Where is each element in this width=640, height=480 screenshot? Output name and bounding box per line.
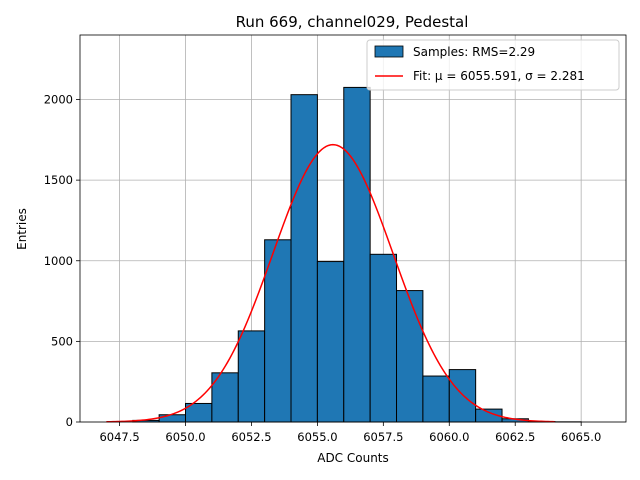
histogram-bar (264, 239, 292, 423)
legend: Samples: RMS=2.29 Fit: μ = 6055.591, σ =… (366, 39, 620, 91)
y-axis-label: Entries (15, 208, 29, 250)
x-axis-label: ADC Counts (317, 451, 389, 465)
y-tick-label: 500 (51, 334, 73, 348)
x-axis-ticks: 6047.5 6050.0 6052.5 6055.0 6057.5 6060.0 6062… (99, 422, 601, 444)
histogram-bar (422, 375, 450, 423)
histogram-bar (158, 414, 187, 423)
x-tick-label: 6057.5 (363, 430, 403, 444)
histogram-bar (448, 369, 477, 423)
legend-samples-label: Samples: RMS=2.29 (413, 45, 535, 59)
x-tick-label: 6065.0 (561, 430, 601, 444)
legend-box (366, 39, 620, 91)
y-tick-label: 1500 (44, 173, 73, 187)
x-tick-label: 6055.0 (297, 430, 337, 444)
x-tick-label: 6060.0 (429, 430, 469, 444)
plot-frame (79, 34, 627, 423)
gaussian-fit-curve (106, 143, 555, 423)
histogram-bars (132, 86, 582, 423)
histogram-bar (396, 290, 424, 423)
x-tick-label: 6052.5 (231, 430, 271, 444)
y-axis-ticks: 0 500 1000 1500 2000 (44, 93, 80, 429)
y-tick-label: 2000 (44, 93, 73, 107)
y-tick-label: 1000 (44, 254, 73, 268)
x-tick-label: 6050.0 (165, 430, 205, 444)
histogram-bar (237, 330, 266, 423)
histogram-bar (211, 372, 239, 423)
histogram-bar (369, 253, 398, 423)
histogram-bar (290, 94, 318, 423)
x-tick-label: 6062.5 (495, 430, 535, 444)
y-tick-label: 0 (66, 415, 73, 429)
histogram-bar (316, 261, 345, 423)
x-tick-label: 6047.5 (99, 430, 139, 444)
chart-title: Run 669, channel029, Pedestal (236, 13, 469, 31)
legend-samples-swatch (374, 45, 404, 58)
legend-fit-label: Fit: μ = 6055.591, σ = 2.281 (413, 69, 585, 83)
histogram-bar (343, 86, 371, 423)
